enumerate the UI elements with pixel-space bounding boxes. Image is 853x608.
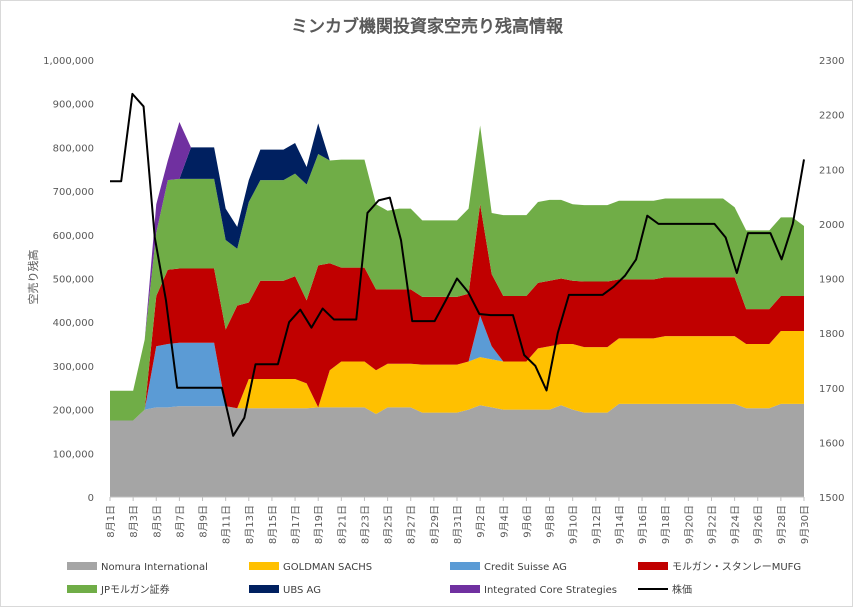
y-axis-label: 空売り残高 bbox=[26, 250, 40, 305]
x-tick-label: 8月15日 bbox=[267, 505, 279, 544]
area-series-jp-morgan bbox=[110, 125, 804, 421]
area-series-morgan-stanley-mufg bbox=[110, 204, 804, 421]
x-tick-label: 8月29日 bbox=[429, 505, 441, 544]
x-tick-label: 9月22日 bbox=[707, 505, 719, 544]
y-tick-label: 100,000 bbox=[53, 449, 94, 460]
x-tick-label: 9月30日 bbox=[799, 505, 811, 544]
x-tick-label: 8月23日 bbox=[360, 505, 372, 544]
x-tick-label: 9月12日 bbox=[591, 505, 603, 544]
legend-swatch bbox=[249, 585, 279, 593]
x-tick-label: 8月3日 bbox=[128, 505, 140, 538]
x-tick-label: 9月24日 bbox=[730, 505, 742, 544]
y-tick-label: 300,000 bbox=[53, 362, 94, 373]
x-tick-label: 9月10日 bbox=[568, 505, 580, 544]
y-tick-label: 500,000 bbox=[53, 275, 94, 286]
legend-swatch bbox=[450, 585, 480, 593]
x-tick-label: 8月31日 bbox=[452, 505, 464, 544]
y-tick-label: 400,000 bbox=[53, 318, 94, 329]
area-series-goldman-sachs bbox=[110, 330, 804, 421]
legend-entry-label: Nomura International bbox=[101, 562, 208, 573]
x-tick-label: 9月14日 bbox=[614, 505, 626, 544]
x-tick-label: 8月5日 bbox=[151, 505, 163, 538]
legend-entry-label: JPモルガン証券 bbox=[100, 583, 170, 596]
y2-tick-label: 1800 bbox=[819, 329, 844, 340]
area-series-nomura-international bbox=[110, 403, 804, 497]
legend-swatch bbox=[67, 562, 97, 570]
y-tick-label: 700,000 bbox=[53, 187, 94, 198]
x-tick-label: 9月6日 bbox=[521, 505, 533, 538]
x-tick-label: 8月7日 bbox=[174, 505, 186, 538]
x-tick-label: 9月16日 bbox=[637, 505, 649, 544]
legend-swatch bbox=[638, 562, 668, 570]
x-tick-label: 9月18日 bbox=[660, 505, 672, 544]
legend-entry-label: 株価 bbox=[672, 583, 692, 596]
legend: Nomura International GOLDMAN SACHS Credit … bbox=[67, 561, 801, 596]
legend-entry-label: UBS AG bbox=[283, 585, 321, 596]
x-tick-label: 8月17日 bbox=[290, 505, 302, 544]
x-tick-label: 8月27日 bbox=[406, 505, 418, 544]
y-tick-label: 800,000 bbox=[53, 143, 94, 154]
y2-tick-label: 1700 bbox=[819, 384, 844, 395]
x-tick-label: 8月9日 bbox=[198, 505, 210, 538]
legend-swatch bbox=[450, 562, 480, 570]
x-tick-label: 9月4日 bbox=[498, 505, 510, 538]
x-tick-label: 8月21日 bbox=[336, 505, 348, 544]
x-tick-label: 9月28日 bbox=[776, 505, 788, 544]
x-tick-label: 8月13日 bbox=[244, 505, 256, 544]
area-series-integrated-core-strategies bbox=[110, 122, 804, 391]
area-layer bbox=[110, 122, 804, 497]
x-tick-label: 9月8日 bbox=[545, 505, 557, 538]
y2-tick-label: 2000 bbox=[819, 220, 844, 231]
x-tick-label: 8月25日 bbox=[383, 505, 395, 544]
x-tick-label: 8月1日 bbox=[105, 505, 117, 538]
x-tick-label: 8月11日 bbox=[221, 505, 233, 544]
y-tick-label: 900,000 bbox=[53, 100, 94, 111]
y-tick-label: 0 bbox=[88, 493, 94, 504]
legend-swatch bbox=[67, 585, 97, 593]
x-tick-label: 8月19日 bbox=[313, 505, 325, 544]
legend-entry-label: モルガン・スタンレーMUFG bbox=[672, 561, 801, 573]
axes-layer: 0 100,000 200,000 300,000 400,000 500,000 600,… bbox=[43, 56, 844, 544]
price-line bbox=[110, 92, 805, 437]
legend-entry-label: Integrated Core Strategies bbox=[484, 585, 617, 596]
y-tick-label: 1,000,000 bbox=[43, 56, 94, 67]
y2-tick-label: 1600 bbox=[819, 438, 844, 449]
x-tick-label: 9月26日 bbox=[753, 505, 765, 544]
legend-entry-label: Credit Suisse AG bbox=[484, 562, 567, 573]
x-tick-label: 9月2日 bbox=[475, 505, 487, 538]
legend-entry-label: GOLDMAN SACHS bbox=[283, 562, 372, 573]
y2-tick-label: 2100 bbox=[819, 165, 844, 176]
price-line-layer bbox=[110, 92, 805, 437]
y-tick-label: 600,000 bbox=[53, 231, 94, 242]
y2-tick-label: 2200 bbox=[819, 111, 844, 122]
legend-swatch bbox=[249, 562, 279, 570]
y2-tick-label: 2300 bbox=[819, 56, 844, 67]
y-tick-label: 200,000 bbox=[53, 406, 94, 417]
chart-title: ミンカブ機関投資家空売り残高情報 bbox=[291, 16, 564, 37]
y2-tick-label: 1500 bbox=[819, 493, 844, 504]
x-tick-label: 9月20日 bbox=[683, 505, 695, 544]
y2-tick-label: 1900 bbox=[819, 275, 844, 286]
